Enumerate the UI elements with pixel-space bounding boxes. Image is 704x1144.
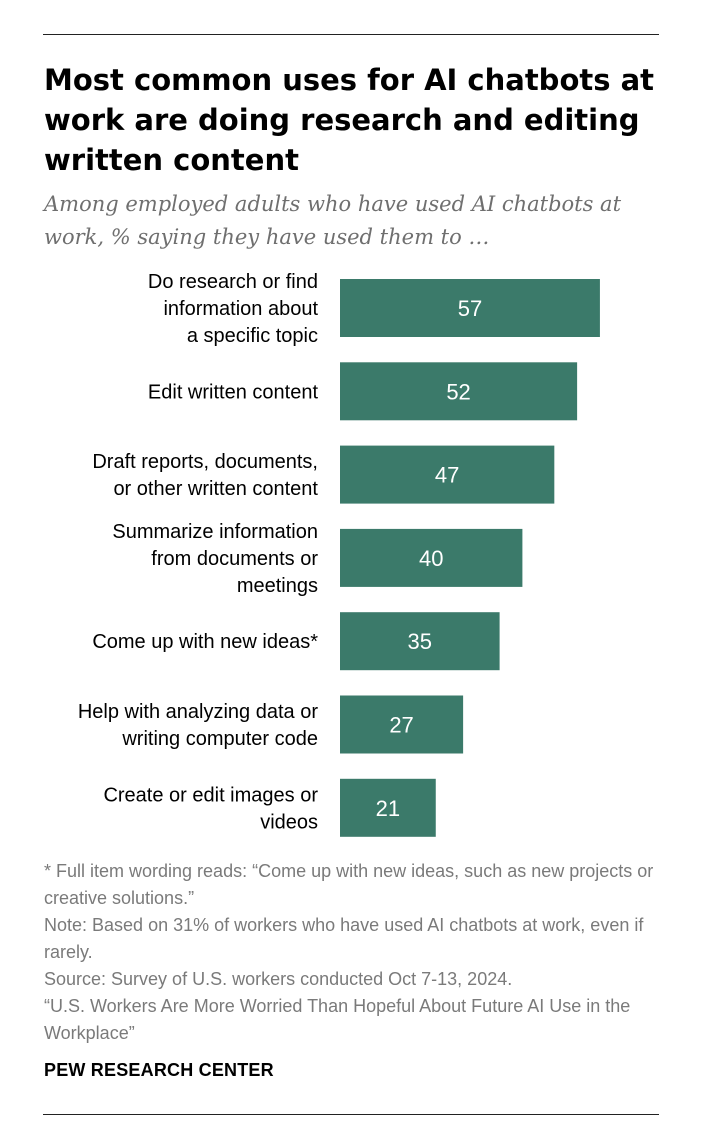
category-label-line: Help with analyzing data or <box>78 701 318 723</box>
category-label-line: Draft reports, documents, <box>92 451 318 473</box>
category-label-line: Edit written content <box>148 381 319 403</box>
data-label: 52 <box>446 379 470 404</box>
category-label-line: a specific topic <box>187 325 318 347</box>
category-label: Draft reports, documents, or other writte… <box>92 451 318 500</box>
note: Note: Based on 31% of workers who have u… <box>44 915 644 962</box>
chart-subtitle: Among employed adults who have used AI c… <box>44 192 622 249</box>
category-label-line: Do research or find <box>148 271 318 293</box>
category-label-line: Create or edit images or <box>103 784 318 806</box>
category-label-line: meetings <box>237 575 318 597</box>
bar <box>340 279 600 337</box>
bar <box>340 445 555 504</box>
category-label-line: information about <box>163 298 318 320</box>
category-label: Do research or find information about a sp… <box>148 271 319 347</box>
category-label: Summarize information from documents or me… <box>112 521 318 597</box>
bar-chart: 57 Do research or find information about a … <box>78 271 600 837</box>
source: Source: Survey of U.S. workers conducted… <box>44 969 513 989</box>
bar <box>340 778 436 837</box>
category-label: Come up with new ideas* <box>92 631 318 653</box>
chart-notes: * Full item wording reads: “Come up with… <box>44 858 664 1047</box>
data-label: 57 <box>458 296 482 321</box>
category-label-line: videos <box>260 811 318 833</box>
category-label: Edit written content <box>148 381 319 403</box>
category-label-line: Come up with new ideas* <box>92 631 318 653</box>
chart-title: Most common uses for AI chatbots at work… <box>44 63 655 177</box>
data-label: 47 <box>435 463 459 488</box>
bar <box>340 362 578 421</box>
category-label-line: writing computer code <box>121 728 318 750</box>
data-label: 40 <box>419 546 443 571</box>
data-label: 35 <box>408 629 432 654</box>
data-label: 21 <box>376 796 400 821</box>
bar <box>340 695 464 754</box>
bar <box>340 528 523 587</box>
report-title: “U.S. Workers Are More Worried Than Hope… <box>44 996 631 1043</box>
data-label: 27 <box>389 713 413 738</box>
bar <box>340 612 500 671</box>
bottom-rule <box>43 1114 659 1115</box>
footnote: * Full item wording reads: “Come up with… <box>44 861 654 908</box>
category-label-line: or other written content <box>113 478 318 500</box>
category-label-line: Summarize information <box>112 521 318 543</box>
category-label: Help with analyzing data or writing compu… <box>78 701 318 750</box>
top-rule <box>43 34 659 35</box>
category-label-line: from documents or <box>151 548 318 570</box>
pew-logo-text: PEW RESEARCH CENTER <box>44 1060 274 1080</box>
category-label: Create or edit images or videos <box>103 784 318 833</box>
